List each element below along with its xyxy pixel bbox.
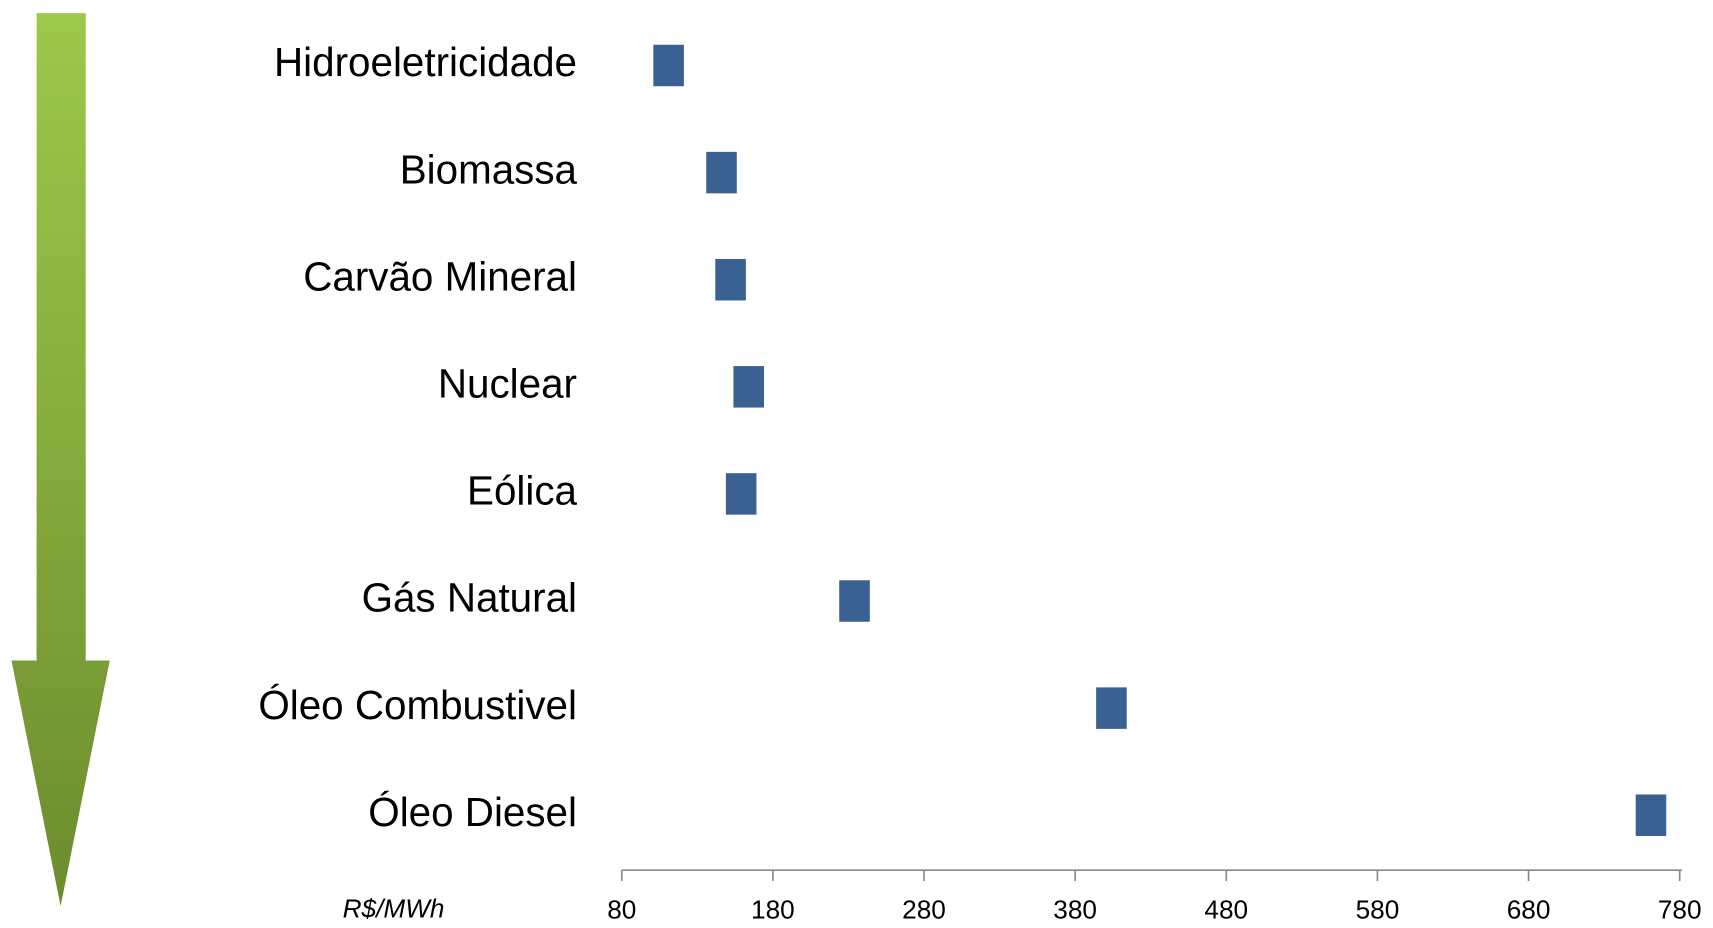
y-tick-label: Óleo Combustivel	[258, 682, 577, 728]
x-tick-label: 580	[1356, 895, 1400, 925]
x-tick-label: 480	[1204, 895, 1248, 925]
marker	[725, 473, 757, 515]
marker	[1096, 687, 1127, 729]
x-tick-label: 180	[751, 895, 795, 925]
x-tick-label: 380	[1053, 895, 1097, 925]
y-tick-label: Eólica	[467, 468, 578, 514]
y-tick-label: Hidroeletricidade	[274, 39, 577, 85]
x-tick-label: 80	[607, 895, 636, 925]
x-axis-label: R$/MWh	[343, 893, 445, 923]
y-tick-label: Gás Natural	[362, 575, 577, 621]
x-tick-label: 780	[1658, 895, 1702, 925]
y-tick-label: Biomassa	[400, 146, 578, 192]
y-tick-label: Óleo Diesel	[368, 789, 577, 835]
arrow	[11, 13, 110, 907]
y-tick-label: Carvão Mineral	[303, 253, 577, 299]
x-tick-label: 280	[902, 895, 946, 925]
x-tick-label: 680	[1507, 895, 1551, 925]
marker	[733, 366, 765, 408]
marker	[706, 151, 737, 194]
marker	[839, 580, 870, 622]
marker	[715, 258, 746, 301]
marker	[1635, 794, 1667, 836]
marker	[653, 44, 684, 87]
y-tick-label: Nuclear	[438, 360, 577, 406]
